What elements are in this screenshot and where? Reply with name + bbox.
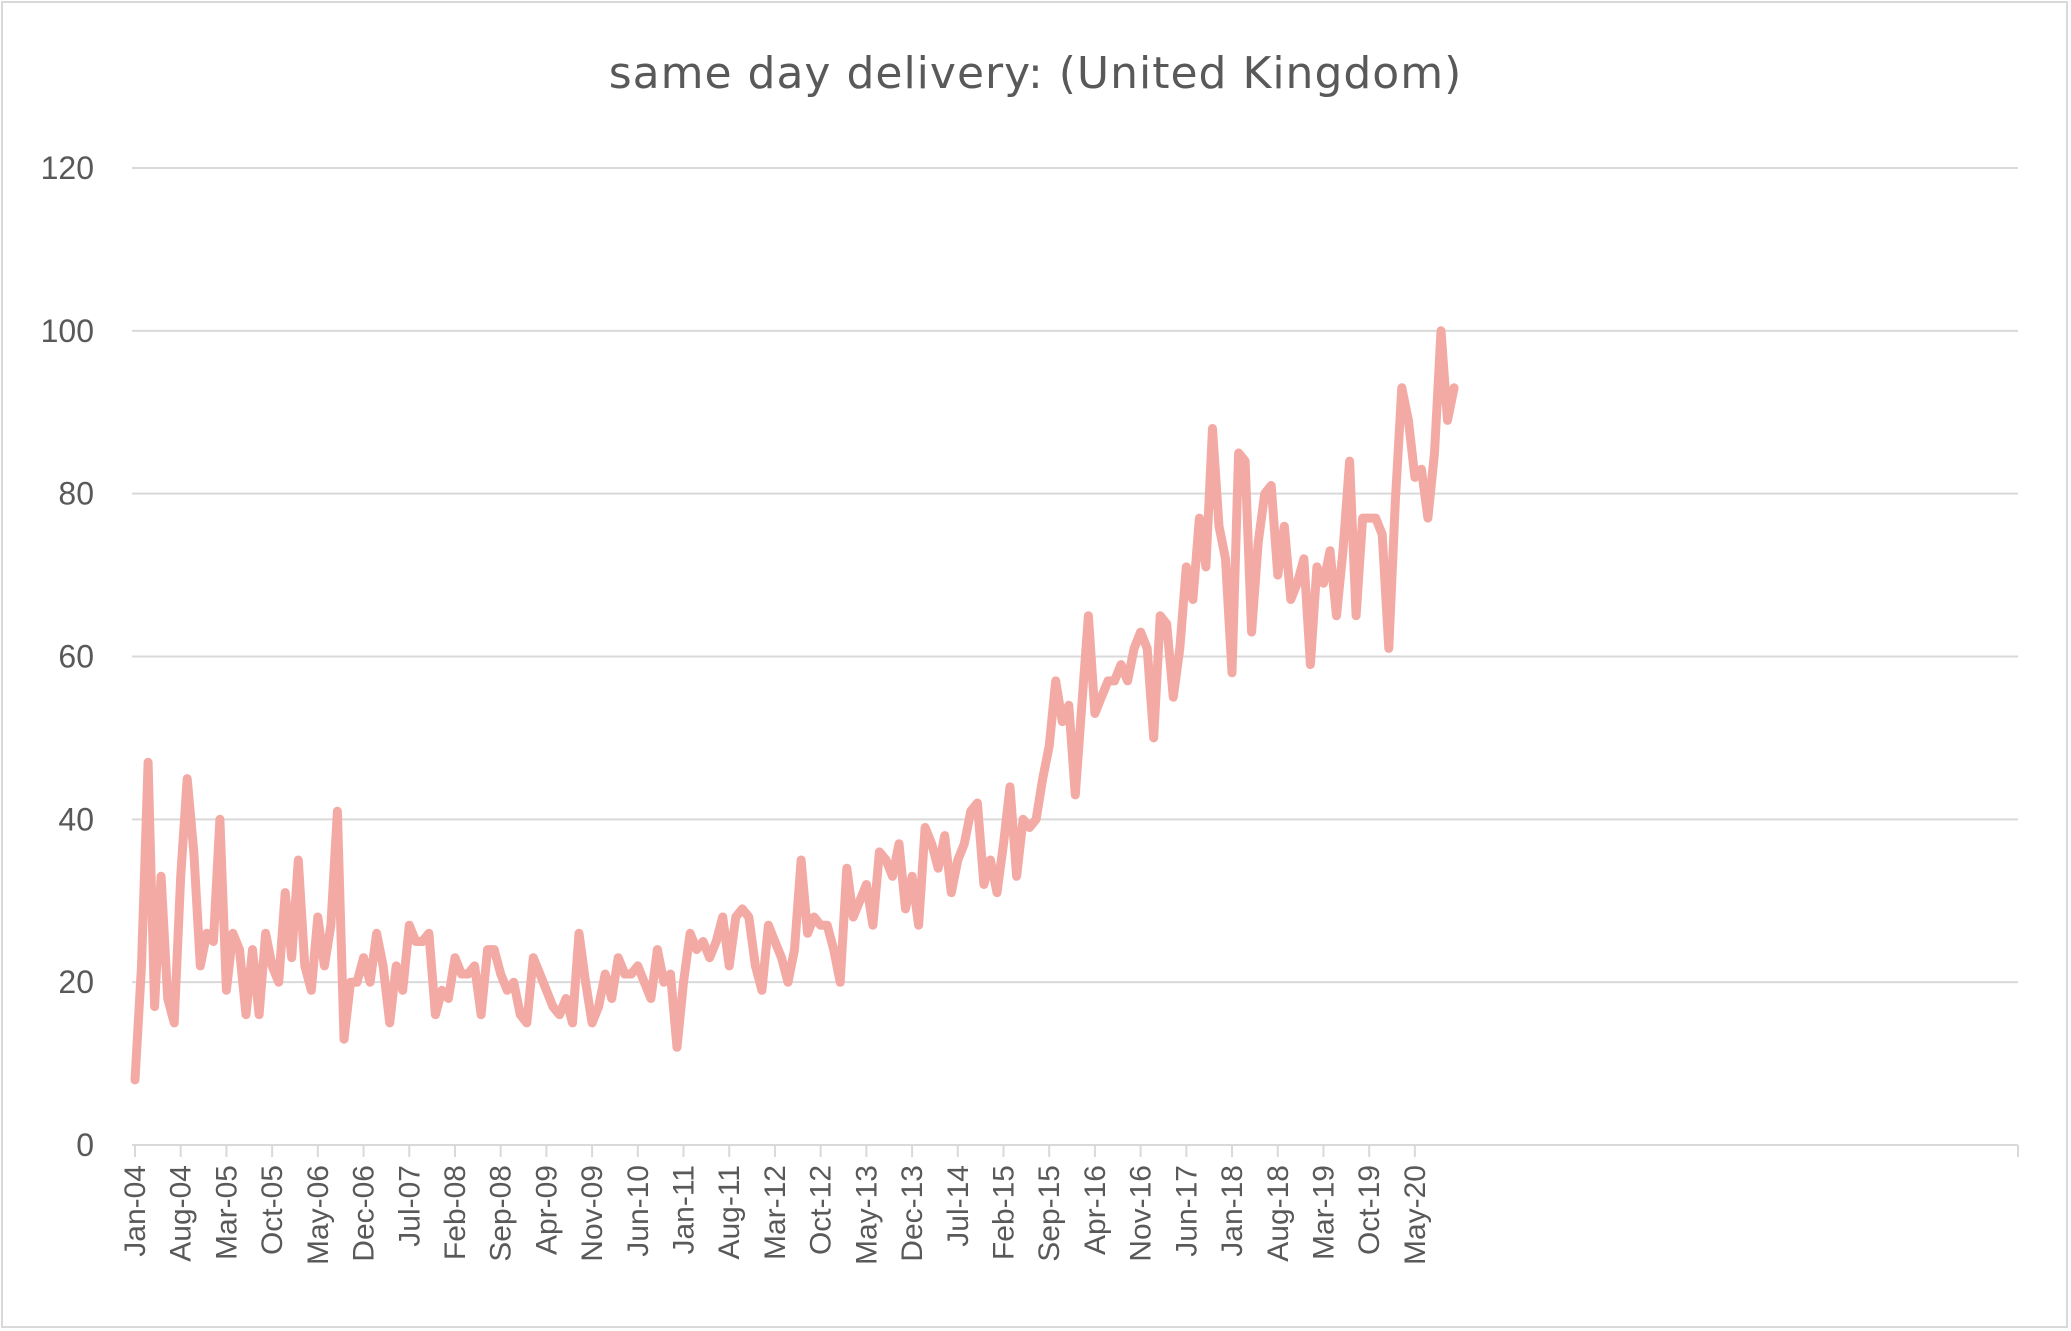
y-tick-label: 100 xyxy=(41,313,94,349)
y-tick-label: 20 xyxy=(58,964,94,1000)
x-tick-label: Jul-14 xyxy=(942,1165,975,1247)
y-tick-label: 40 xyxy=(58,801,94,837)
x-tick-label: Sep-08 xyxy=(485,1165,518,1262)
y-tick-label: 120 xyxy=(41,150,94,186)
series-line xyxy=(130,326,1459,1085)
x-tick-label: Nov-09 xyxy=(576,1165,609,1262)
x-tick-label: Mar-12 xyxy=(759,1165,792,1260)
x-tick-label: Dec-13 xyxy=(896,1165,929,1262)
x-tick-label: Jan-18 xyxy=(1216,1165,1249,1257)
x-tick-label: Aug-18 xyxy=(1262,1165,1295,1262)
x-tick-label: Aug-04 xyxy=(165,1165,198,1262)
chart-title: same day delivery: (United Kingdom) xyxy=(608,48,1463,99)
x-tick-label: Mar-19 xyxy=(1307,1165,1340,1260)
series-layer xyxy=(130,326,1459,1085)
x-tick-label: Sep-15 xyxy=(1033,1165,1066,1262)
x-tick-label: Nov-16 xyxy=(1125,1165,1158,1262)
x-tick-label: Aug-11 xyxy=(713,1165,746,1260)
x-tick-label: Oct-05 xyxy=(256,1165,289,1255)
x-tick-label: Dec-06 xyxy=(348,1165,381,1262)
y-axis-ticks: 0 20 40 60 80 100 120 xyxy=(41,150,94,1163)
y-tick-label: 60 xyxy=(58,639,94,675)
x-tick-label: Feb-08 xyxy=(439,1165,472,1260)
x-tick-label: Oct-12 xyxy=(805,1165,838,1255)
y-tick-label: 80 xyxy=(58,476,94,512)
x-tick-label: Jun-17 xyxy=(1170,1165,1203,1257)
x-axis-ticks: Jan-04 Aug-04 Mar-05 Oct-05 May-06 Dec-06 Jul-… xyxy=(119,1145,2019,1265)
x-tick-label: Jul-07 xyxy=(393,1165,426,1247)
x-tick-label: Jan-04 xyxy=(119,1165,152,1257)
x-tick-label: Feb-15 xyxy=(987,1165,1020,1260)
x-tick-label: Jun-10 xyxy=(622,1165,655,1257)
y-tick-label: 0 xyxy=(76,1127,94,1163)
x-tick-label: Oct-19 xyxy=(1353,1165,1386,1255)
x-tick-label: Jan-11 xyxy=(668,1165,701,1255)
x-tick-label: Apr-16 xyxy=(1079,1165,1112,1255)
gridlines xyxy=(132,167,2018,984)
x-tick-label: May-20 xyxy=(1399,1165,1432,1265)
x-tick-label: May-13 xyxy=(850,1165,883,1265)
x-tick-label: Apr-09 xyxy=(530,1165,563,1255)
x-tick-label: Mar-05 xyxy=(210,1165,243,1260)
x-tick-label: May-06 xyxy=(302,1165,335,1265)
